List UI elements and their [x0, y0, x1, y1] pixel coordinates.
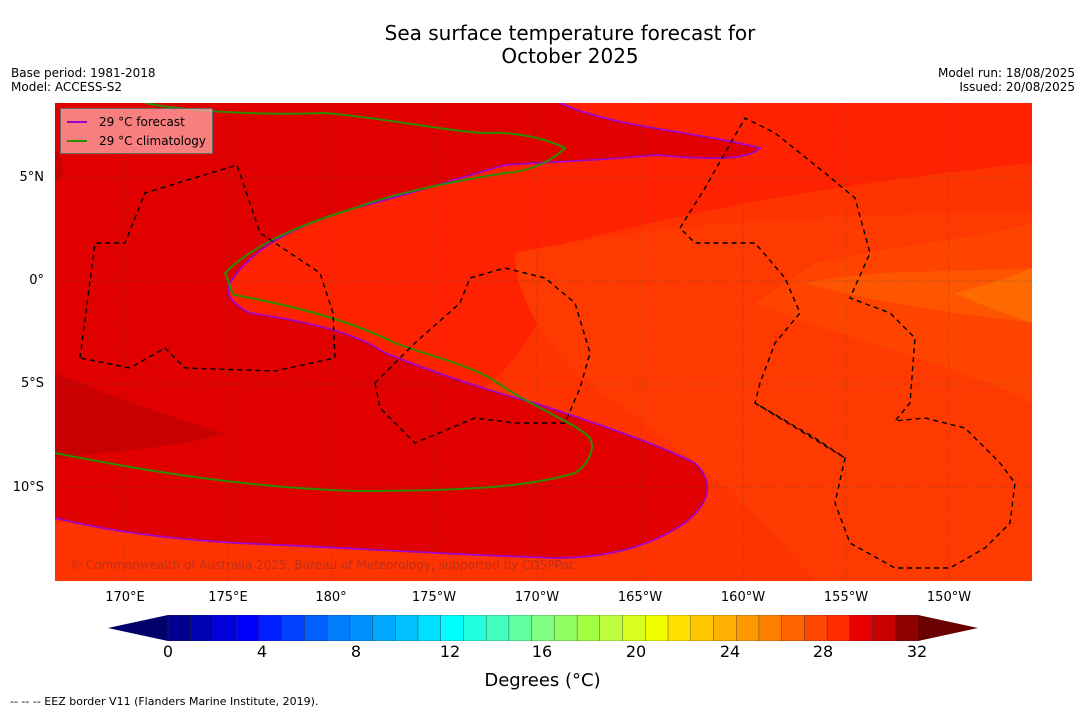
- colorbar-swatch: [872, 614, 896, 642]
- colorbar-swatch: [235, 614, 260, 642]
- colorbar-swatch: [599, 614, 624, 642]
- colorbar-swatch: [326, 614, 351, 642]
- title-line-1: Sea surface temperature forecast for: [384, 21, 756, 45]
- sst-band-27: [755, 223, 1032, 403]
- colorbar-tick-4: 4: [256, 642, 268, 661]
- colorbar-swatch: [395, 614, 419, 642]
- lon-label-175w: 175°W: [411, 590, 457, 605]
- colorbar-swatch: [281, 614, 306, 642]
- lon-label-170w: 170°W: [514, 590, 560, 605]
- lon-label-170e: 170°E: [105, 590, 145, 605]
- sst-band-30-north: [55, 148, 63, 183]
- base-period: Base period: 1981-2018: [11, 66, 156, 80]
- colorbar-swatch: [349, 614, 374, 642]
- colorbar-swatch: [667, 614, 692, 642]
- sst-band-26-5: [805, 268, 1032, 323]
- colorbar-swatch: [554, 614, 578, 642]
- lon-label-160w: 160°W: [720, 590, 766, 605]
- colorbar-swatch: [735, 614, 760, 642]
- forecast-line-swatch: [67, 120, 87, 123]
- forecast-29c-contour: [55, 103, 762, 559]
- colorbar-swatch: [167, 614, 192, 642]
- graticule: [55, 103, 1032, 581]
- legend-forecast-row: 29 °C forecast: [67, 112, 206, 131]
- contour-legend: 29 °C forecast 29 °C climatology: [60, 108, 214, 154]
- sst-map: [55, 103, 1032, 581]
- lon-label-165w: 165°W: [617, 590, 663, 605]
- colorbar-swatch: [804, 614, 828, 642]
- colorbar-svg: [108, 614, 978, 642]
- model-run: Model run: 18/08/2025: [937, 66, 1075, 80]
- colorbar-swatch: [713, 614, 737, 642]
- colorbar-swatch: [258, 614, 283, 642]
- colorbar-swatch: [190, 614, 215, 642]
- sst-band-30-west: [55, 373, 225, 458]
- lat-label-0: 0°: [29, 273, 44, 288]
- colorbar-swatch: [576, 614, 601, 642]
- eez-footnote: -- -- -- EEZ border V11 (Flanders Marine…: [10, 695, 319, 708]
- sst-band-29-plus: [55, 103, 760, 558]
- colorbar-tick-20: 20: [625, 642, 647, 661]
- meta-right: Model run: 18/08/2025 Issued: 20/08/2025: [938, 66, 1075, 94]
- climatology-29c-contour: [55, 103, 593, 493]
- colorbar-swatch: [508, 614, 533, 642]
- colorbar-tick-32: 32: [906, 642, 928, 661]
- sst-map-svg: [55, 103, 1032, 581]
- colorbar-label: Degrees (°C): [484, 670, 601, 691]
- colorbar-swatch: [213, 614, 237, 642]
- lon-label-150w: 150°W: [926, 590, 972, 605]
- sst-band-26: [955, 268, 1032, 323]
- colorbar-tick-28: 28: [812, 642, 834, 661]
- colorbar: [108, 614, 978, 645]
- legend-climatology-label: 29 °C climatology: [99, 133, 207, 148]
- lon-label-155w: 155°W: [823, 590, 869, 605]
- colorbar-tick-24: 24: [719, 642, 741, 661]
- lon-label-175e: 175°E: [208, 590, 248, 605]
- colorbar-swatch: [622, 614, 646, 642]
- colorbar-swatch: [463, 614, 487, 642]
- colorbar-tick-16: 16: [531, 642, 553, 661]
- colorbar-low-extend: [108, 615, 168, 641]
- meta-left: Base period: 1981-2018 Model: ACCESS-S2: [11, 66, 156, 94]
- lat-label-5s: 5°S: [20, 376, 44, 391]
- eez-borders: [79, 117, 1016, 569]
- colorbar-swatch: [781, 614, 806, 642]
- lat-label-10s: 10°S: [12, 480, 44, 495]
- colorbar-swatch: [758, 614, 783, 642]
- colorbar-tick-0: 0: [162, 642, 174, 661]
- colorbar-swatch: [895, 614, 919, 642]
- colorbar-swatch: [826, 614, 851, 642]
- colorbar-high-extend: [918, 615, 978, 641]
- colorbar-tick-12: 12: [439, 642, 461, 661]
- title-line-2: October 2025: [501, 44, 639, 68]
- colorbar-swatch: [690, 614, 715, 642]
- issued-date: Issued: 20/08/2025: [959, 80, 1075, 94]
- colorbar-tick-8: 8: [350, 642, 362, 661]
- colorbar-swatch: [531, 614, 556, 642]
- climatology-line-swatch: [67, 139, 87, 142]
- colorbar-swatch: [372, 614, 396, 642]
- colorbar-swatch: [849, 614, 874, 642]
- legend-forecast-label: 29 °C forecast: [99, 114, 185, 129]
- colorbar-swatch: [645, 614, 669, 642]
- colorbar-swatch: [417, 614, 442, 642]
- model-name: Model: ACCESS-S2: [11, 80, 123, 94]
- colorbar-swatch: [485, 614, 510, 642]
- lat-label-5n: 5°N: [19, 170, 45, 185]
- colorbar-swatch: [304, 614, 328, 642]
- lon-label-180: 180°: [315, 590, 347, 605]
- legend-climatology-row: 29 °C climatology: [67, 131, 206, 150]
- copyright-notice: © Commonwealth of Australia 2025, Bureau…: [70, 558, 576, 572]
- chart-title: Sea surface temperature forecast for Oct…: [0, 22, 1085, 68]
- colorbar-swatch: [440, 614, 465, 642]
